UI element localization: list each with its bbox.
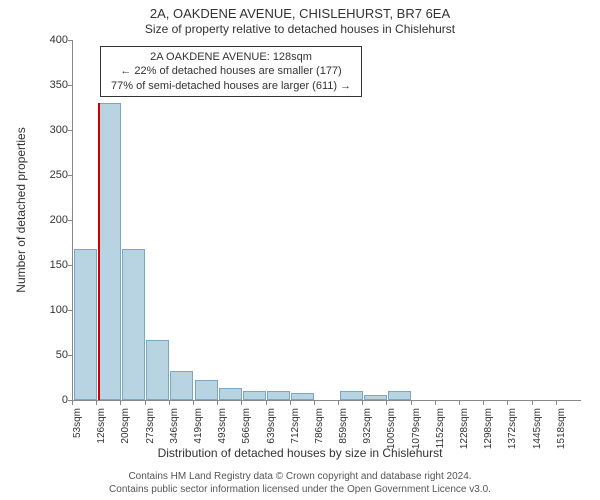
y-axis-label: Number of detached properties	[14, 100, 28, 320]
x-tick-mark	[120, 400, 121, 405]
histogram-bar	[98, 103, 121, 400]
info-box: 2A OAKDENE AVENUE: 128sqm ← 22% of detac…	[100, 46, 362, 97]
x-tick-mark	[217, 400, 218, 405]
y-tick-mark	[68, 40, 73, 41]
x-tick-mark	[459, 400, 460, 405]
x-tick-mark	[290, 400, 291, 405]
y-tick-mark	[68, 265, 73, 266]
chart-title-sub: Size of property relative to detached ho…	[0, 22, 600, 36]
y-tick-label: 300	[50, 124, 68, 136]
y-tick-mark	[68, 310, 73, 311]
histogram-bar	[340, 391, 363, 400]
histogram-bar	[170, 371, 193, 400]
chart-title-main: 2A, OAKDENE AVENUE, CHISLEHURST, BR7 6EA	[0, 6, 600, 21]
x-tick-mark	[386, 400, 387, 405]
y-tick-label: 200	[50, 214, 68, 226]
x-tick-mark	[266, 400, 267, 405]
footer-line-2: Contains public sector information licen…	[0, 484, 600, 495]
y-tick-mark	[68, 175, 73, 176]
x-tick-mark	[483, 400, 484, 405]
x-axis-label: Distribution of detached houses by size …	[0, 446, 600, 460]
info-line-3: 77% of semi-detached houses are larger (…	[111, 79, 351, 93]
x-tick-mark	[314, 400, 315, 405]
x-tick-mark	[507, 400, 508, 405]
x-tick-mark	[145, 400, 146, 405]
y-tick-mark	[68, 355, 73, 356]
x-tick-mark	[532, 400, 533, 405]
histogram-bar	[219, 388, 242, 400]
y-tick-label: 350	[50, 79, 68, 91]
x-tick-mark	[193, 400, 194, 405]
y-tick-label: 400	[50, 34, 68, 46]
info-line-2: ← 22% of detached houses are smaller (17…	[111, 64, 351, 78]
y-tick-label: 150	[50, 259, 68, 271]
y-tick-label: 50	[56, 349, 68, 361]
x-tick-mark	[435, 400, 436, 405]
y-tick-label: 250	[50, 169, 68, 181]
histogram-bar	[243, 391, 266, 400]
x-tick-mark	[72, 400, 73, 405]
x-tick-mark	[556, 400, 557, 405]
y-tick-mark	[68, 85, 73, 86]
histogram-bar	[267, 391, 290, 400]
x-tick-mark	[96, 400, 97, 405]
histogram-bar	[291, 393, 314, 400]
x-tick-mark	[338, 400, 339, 405]
histogram-bar	[146, 340, 169, 400]
y-tick-mark	[68, 130, 73, 131]
histogram-bar	[74, 249, 97, 400]
histogram-bar	[122, 249, 145, 400]
x-tick-mark	[362, 400, 363, 405]
footer-line-1: Contains HM Land Registry data © Crown c…	[0, 471, 600, 482]
info-line-1: 2A OAKDENE AVENUE: 128sqm	[111, 50, 351, 64]
x-tick-mark	[241, 400, 242, 405]
histogram-bar	[388, 391, 411, 400]
x-tick-mark	[411, 400, 412, 405]
chart-container: 2A, OAKDENE AVENUE, CHISLEHURST, BR7 6EA…	[0, 0, 600, 500]
y-tick-mark	[68, 220, 73, 221]
histogram-bar	[195, 380, 218, 400]
y-tick-label: 100	[50, 304, 68, 316]
histogram-bar	[364, 395, 387, 400]
x-tick-mark	[169, 400, 170, 405]
property-marker-line	[98, 103, 100, 400]
